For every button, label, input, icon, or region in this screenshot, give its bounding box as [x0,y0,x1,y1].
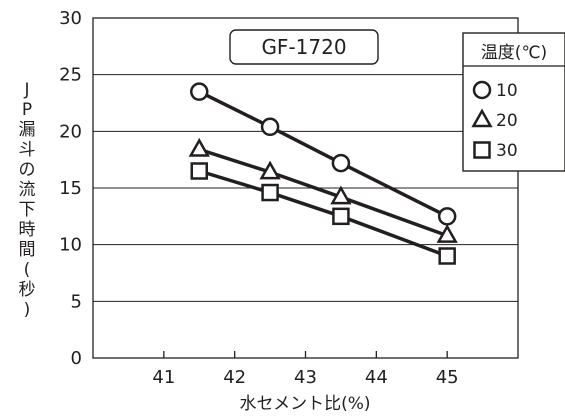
series-line [197,147,449,238]
data-point-circle [331,153,351,173]
data-point-triangle [436,224,458,243]
y-axis-title-char: J [23,80,29,100]
y-axis-title-char: 秒 [19,280,36,300]
series-line [197,169,449,258]
y-axis-title-char: ( [24,260,31,280]
data-point-square [332,207,350,226]
series-10 [190,82,457,226]
legend-label: 10 [496,81,518,101]
y-axis-title-char: 時 [19,220,36,240]
y-axis-title-char: 漏 [19,120,36,140]
data-point-square [261,183,279,202]
gridlines [93,74,518,302]
series-30 [190,162,456,265]
chart-title: GF-1720 [261,35,346,59]
y-tick-label: 0 [71,348,82,369]
legend-marker-triangle [471,108,493,128]
data-point-circle [190,82,209,101]
legend-label: 30 [496,141,518,161]
data-point-circle [260,117,280,137]
x-tick-label: 45 [436,367,459,388]
x-tick-label: 43 [294,367,317,388]
plot-frame [92,17,519,359]
series-line [197,89,449,219]
legend-marker-circle [472,80,492,100]
y-axis-title-char: 斗 [19,140,36,160]
y-axis-ticks: 0 5 10 15 20 25 30 [59,8,82,369]
y-tick-label: 15 [59,178,82,199]
y-axis-title-char: 流 [19,180,36,200]
y-tick-label: 30 [59,8,82,29]
y-axis-title-char: 間 [19,240,36,260]
data-point-triangle [188,137,210,157]
x-tick-label: 41 [152,367,175,388]
y-axis-title-char: P [22,100,32,120]
data-point-triangle [330,185,352,205]
data-series [188,82,458,265]
x-axis-title: 水セメント比(%) [239,394,370,414]
y-axis-title-char: の [19,160,36,180]
y-tick-label: 20 [59,121,82,142]
data-point-circle [437,207,457,226]
y-axis-title-char: ) [24,300,31,320]
legend: 温度(℃) 10 20 30 [462,32,565,172]
legend-title: 温度(℃) [481,43,547,63]
data-point-square [438,247,456,265]
data-point-square [190,162,208,180]
legend-label: 20 [496,111,518,131]
series-20 [188,137,458,243]
legend-marker-square [473,141,491,159]
x-axis-ticks: 41 42 43 44 45 [152,351,459,388]
x-tick-label: 44 [365,367,388,388]
y-tick-label: 25 [59,65,82,86]
chart-title-box: GF-1720 [229,29,379,65]
x-tick-label: 42 [223,367,246,388]
y-tick-label: 10 [59,235,82,256]
y-tick-label: 5 [71,291,82,312]
y-axis-title-char: 下 [19,200,36,220]
data-point-triangle [259,160,281,180]
